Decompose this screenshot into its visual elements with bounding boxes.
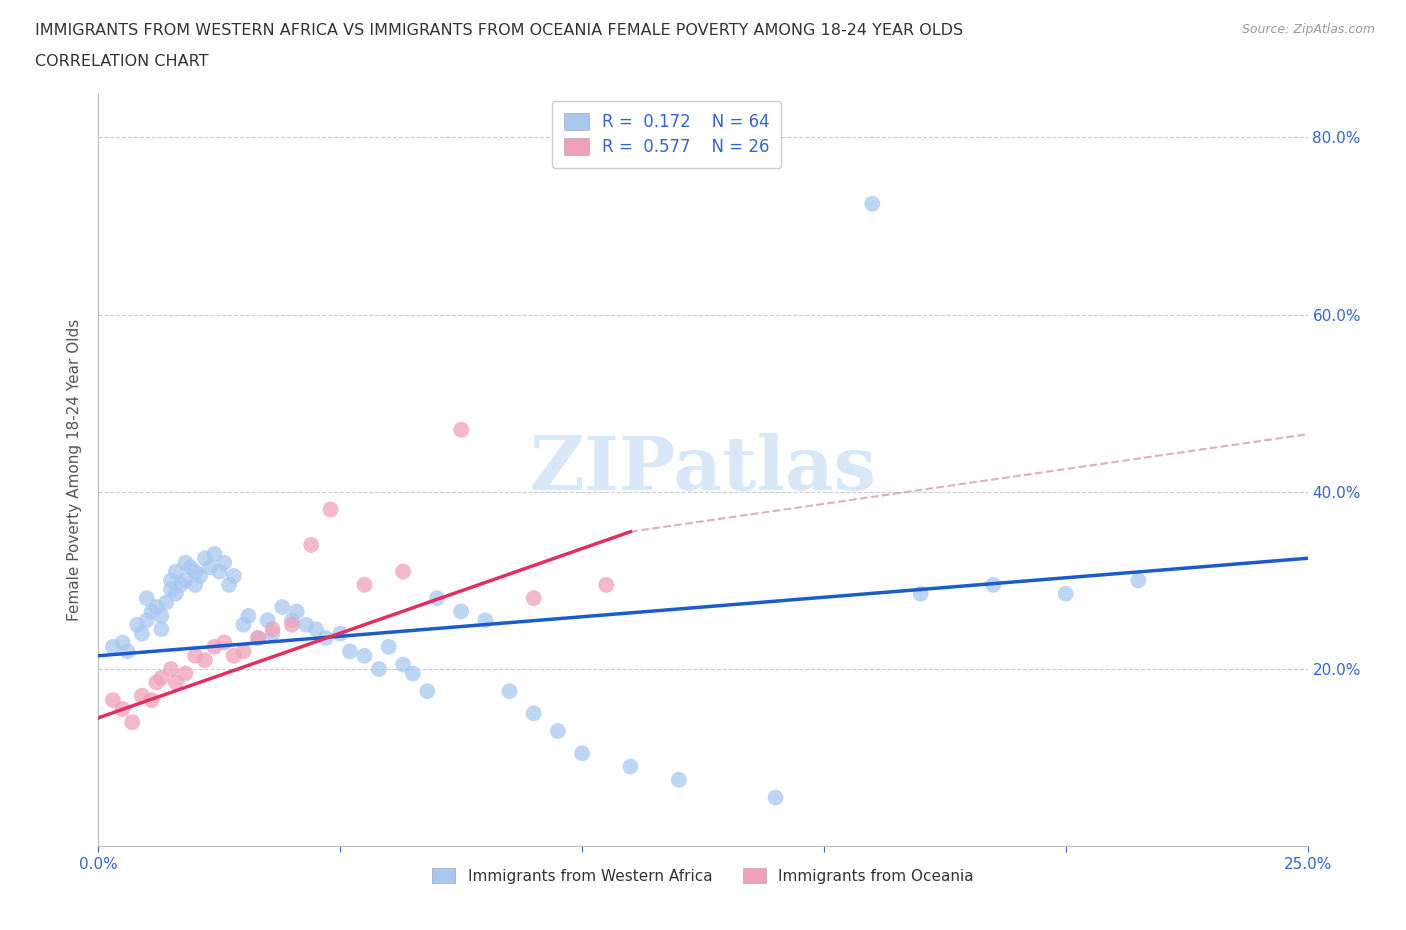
Point <box>450 604 472 618</box>
Point <box>765 790 787 805</box>
Point <box>174 555 197 570</box>
Point <box>198 560 221 575</box>
Point <box>101 693 124 708</box>
Point <box>165 586 187 601</box>
Point <box>121 715 143 730</box>
Point <box>204 547 226 562</box>
Point <box>305 622 328 637</box>
Point <box>150 608 173 623</box>
Text: IMMIGRANTS FROM WESTERN AFRICA VS IMMIGRANTS FROM OCEANIA FEMALE POVERTY AMONG 1: IMMIGRANTS FROM WESTERN AFRICA VS IMMIGR… <box>35 23 963 38</box>
Point <box>160 582 183 597</box>
Point <box>111 635 134 650</box>
Point <box>184 565 207 579</box>
Point <box>165 565 187 579</box>
Point <box>212 555 235 570</box>
Point <box>232 644 254 658</box>
Point <box>450 422 472 437</box>
Point <box>160 661 183 676</box>
Point <box>262 622 284 637</box>
Point <box>145 600 167 615</box>
Point <box>523 706 546 721</box>
Point <box>571 746 593 761</box>
Point <box>169 578 191 592</box>
Point <box>910 586 932 601</box>
Point <box>145 675 167 690</box>
Point <box>256 613 278 628</box>
Point <box>135 613 157 628</box>
Point <box>595 578 617 592</box>
Point <box>402 666 425 681</box>
Point <box>416 684 439 698</box>
Point <box>155 595 177 610</box>
Text: Source: ZipAtlas.com: Source: ZipAtlas.com <box>1241 23 1375 36</box>
Point <box>668 773 690 788</box>
Point <box>474 613 496 628</box>
Point <box>547 724 569 738</box>
Point <box>247 631 270 645</box>
Point <box>150 671 173 685</box>
Point <box>127 618 149 632</box>
Text: CORRELATION CHART: CORRELATION CHART <box>35 54 208 69</box>
Point <box>299 538 322 552</box>
Point <box>353 648 375 663</box>
Point <box>1128 573 1150 588</box>
Point <box>131 688 153 703</box>
Point <box>188 568 211 583</box>
Point <box>281 618 304 632</box>
Point <box>281 613 304 628</box>
Point <box>174 666 197 681</box>
Point <box>271 600 294 615</box>
Point <box>353 578 375 592</box>
Point <box>368 661 391 676</box>
Point <box>377 640 399 655</box>
Point <box>222 568 245 583</box>
Point <box>1054 586 1077 601</box>
Point <box>101 640 124 655</box>
Point <box>111 701 134 716</box>
Point <box>141 693 163 708</box>
Point <box>117 644 139 658</box>
Point <box>222 648 245 663</box>
Point <box>208 565 231 579</box>
Point <box>184 648 207 663</box>
Point <box>238 608 260 623</box>
Point <box>131 626 153 641</box>
Point <box>165 675 187 690</box>
Point <box>150 622 173 637</box>
Point <box>174 573 197 588</box>
Text: ZIPatlas: ZIPatlas <box>530 433 876 506</box>
Point <box>295 618 318 632</box>
Point <box>498 684 520 698</box>
Point <box>247 631 270 645</box>
Point <box>194 551 217 565</box>
Point <box>212 635 235 650</box>
Point <box>160 573 183 588</box>
Point <box>392 658 415 672</box>
Point <box>179 560 201 575</box>
Point <box>319 502 342 517</box>
Point <box>392 565 415 579</box>
Point <box>194 653 217 668</box>
Legend: Immigrants from Western Africa, Immigrants from Oceania: Immigrants from Western Africa, Immigran… <box>425 860 981 891</box>
Point <box>426 591 449 605</box>
Point <box>981 578 1004 592</box>
Point <box>141 604 163 618</box>
Point <box>262 626 284 641</box>
Point <box>619 759 641 774</box>
Point <box>135 591 157 605</box>
Y-axis label: Female Poverty Among 18-24 Year Olds: Female Poverty Among 18-24 Year Olds <box>67 318 83 621</box>
Point <box>285 604 308 618</box>
Point <box>184 578 207 592</box>
Point <box>860 196 883 211</box>
Point <box>204 640 226 655</box>
Point <box>315 631 337 645</box>
Point <box>523 591 546 605</box>
Point <box>218 578 240 592</box>
Point <box>232 618 254 632</box>
Point <box>339 644 361 658</box>
Point <box>329 626 352 641</box>
